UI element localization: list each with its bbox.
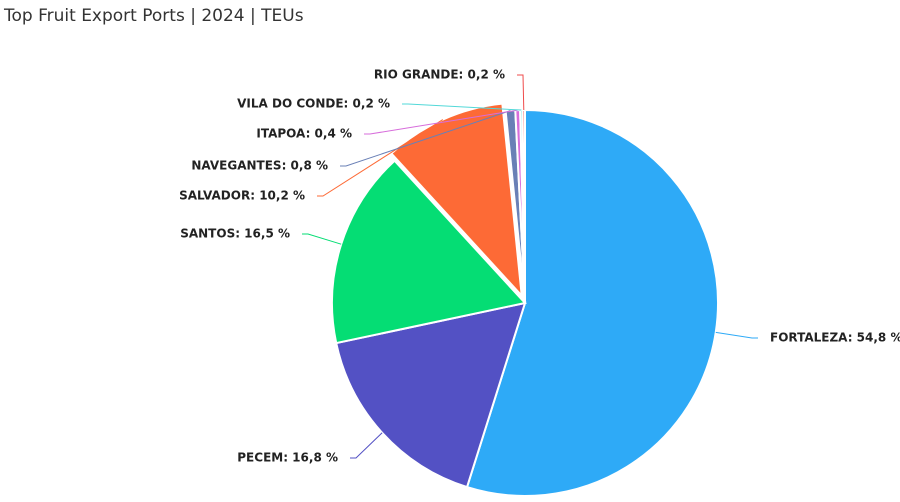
leader-line [715,331,758,339]
pie-slice [335,301,527,489]
slice-label: SALVADOR: 10,2 % [179,189,305,203]
slice-label: PECEM: 16,8 % [237,451,338,465]
leader-line [402,103,522,111]
slice-label: NAVEGANTES: 0,8 % [191,159,328,173]
slice-label: RIO GRANDE: 0,2 % [374,68,505,82]
pie-slice [331,159,527,345]
leader-line [340,110,511,167]
slice-label: SANTOS: 16,5 % [180,227,290,241]
leader-line [364,109,518,135]
slice-label: VILA DO CONDE: 0,2 % [237,97,390,111]
slice-label: FORTALEZA: 54,8 % [770,331,900,345]
leader-line [317,119,444,197]
leader-line [517,74,525,111]
leader-line [350,432,383,459]
chart-title: Top Fruit Export Ports | 2024 | TEUs [3,6,304,26]
leader-line [302,233,342,245]
slice-label: ITAPOA: 0,4 % [256,127,352,141]
